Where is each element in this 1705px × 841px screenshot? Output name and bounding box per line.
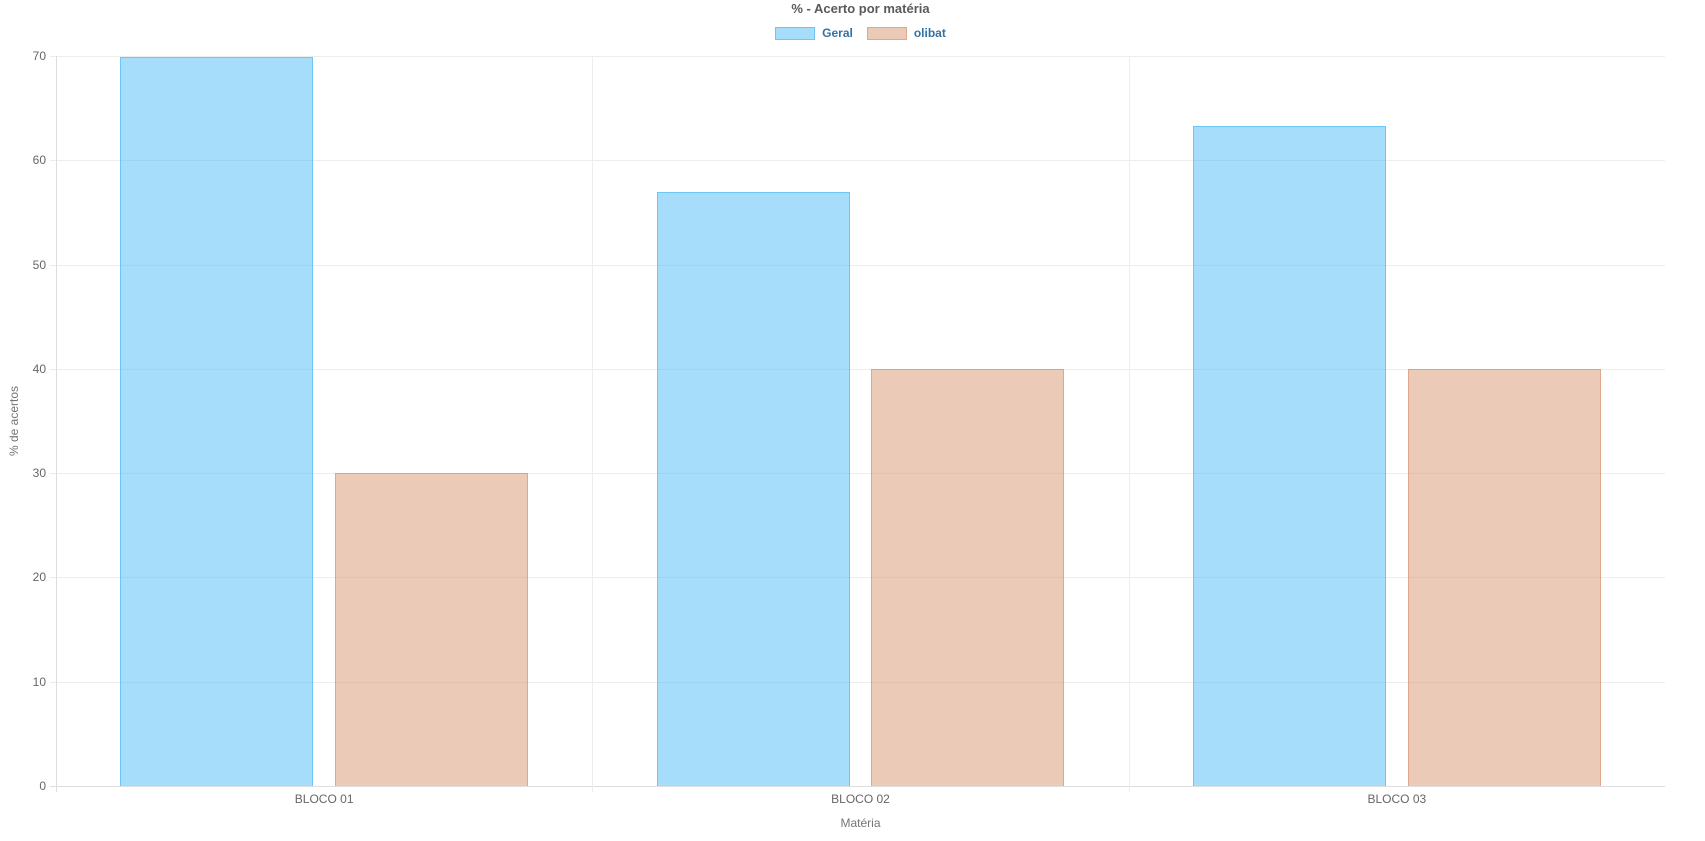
gridline-v (1128, 56, 1130, 792)
y-tick-label: 50 (32, 257, 46, 272)
legend-label: Geral (822, 26, 853, 40)
gridline-h (50, 577, 1665, 579)
legend-label: olibat (913, 26, 946, 40)
bar-olibat-bloco-02[interactable] (871, 368, 1065, 786)
y-tick-label: 40 (32, 361, 46, 376)
y-tick-label: 20 (32, 570, 46, 585)
y-tick-label: 10 (32, 674, 46, 689)
y-tick-label: 30 (32, 466, 46, 481)
y-axis-title: % de acertos (7, 385, 21, 457)
gridline-h (50, 160, 1665, 162)
gridline-h (50, 473, 1665, 475)
x-axis-title: Matéria (840, 816, 881, 830)
x-tick-label-bloco-01: BLOCO 01 (294, 792, 354, 806)
bar-geral-bloco-01[interactable] (120, 57, 314, 786)
y-axis-line (56, 56, 57, 792)
legend-item-geral[interactable]: Geral (775, 27, 853, 40)
y-tick-label: 60 (32, 153, 46, 168)
chart-legend: Geral olibat (56, 27, 1665, 40)
gridline-h (50, 681, 1665, 683)
y-tick-label: 70 (32, 49, 46, 63)
legend-swatch-olibat (866, 27, 907, 40)
legend-swatch-geral (775, 27, 816, 40)
legend-item-olibat[interactable]: olibat (866, 26, 946, 40)
bar-geral-bloco-03[interactable] (1193, 125, 1387, 786)
x-axis-line (50, 786, 1665, 787)
x-tick-label-bloco-03: BLOCO 03 (1367, 792, 1427, 806)
gridline-h (50, 56, 1665, 57)
gridline-h (50, 264, 1665, 266)
chart-title: % - Acerto por matéria (791, 1, 930, 16)
y-tick-label: 0 (39, 779, 46, 793)
gridline-v (592, 56, 594, 792)
bar-geral-bloco-02[interactable] (656, 191, 850, 786)
gridline-h (50, 368, 1665, 370)
bar-olibat-bloco-03[interactable] (1407, 368, 1601, 786)
x-tick-label-bloco-02: BLOCO 02 (831, 792, 890, 806)
bar-olibat-bloco-01[interactable] (334, 473, 528, 786)
